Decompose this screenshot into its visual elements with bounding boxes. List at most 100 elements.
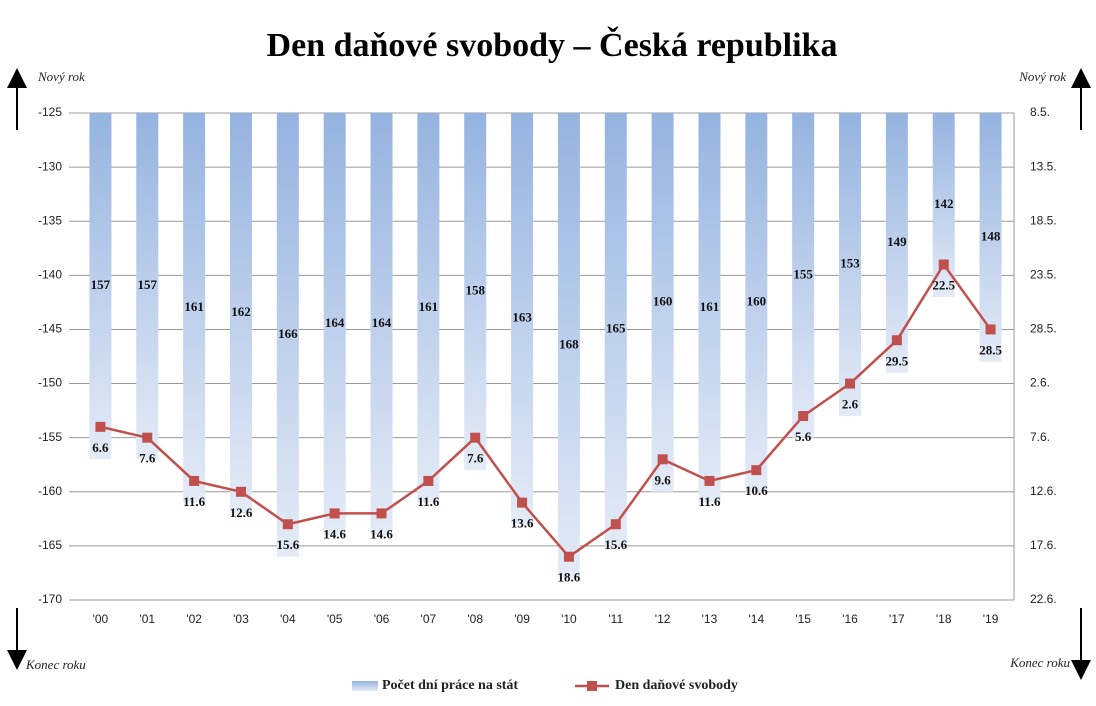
marker: [563, 551, 574, 562]
y-tick-label: -130: [38, 159, 62, 173]
marker: [95, 421, 106, 432]
bar: [511, 113, 534, 525]
data-label: 5.6: [795, 429, 812, 444]
y-tick-label: -160: [38, 484, 62, 498]
x-tick-label: '02: [186, 612, 202, 626]
data-label: 29.5: [886, 353, 909, 368]
data-label: 15.6: [604, 537, 627, 552]
data-label: 10.6: [745, 483, 768, 498]
bar: [229, 113, 252, 514]
bar: [651, 113, 674, 492]
data-label: 161: [184, 299, 204, 314]
marker: [470, 432, 481, 443]
bar: [698, 113, 721, 503]
marker: [517, 497, 528, 508]
bar: [276, 113, 299, 557]
x-tick-label: '04: [280, 612, 296, 626]
marker: [985, 324, 996, 335]
data-label: 160: [653, 293, 673, 308]
bar: [557, 113, 580, 579]
x-tick-label: '06: [374, 612, 390, 626]
axis-note: Nový rok: [37, 69, 85, 84]
x-tick-label: '00: [93, 612, 109, 626]
data-label: 9.6: [655, 472, 672, 487]
bar: [136, 113, 159, 460]
bar: [839, 113, 862, 417]
data-label: 164: [325, 315, 345, 330]
marker: [610, 519, 621, 530]
data-label: 168: [559, 337, 579, 352]
x-tick-label: '14: [749, 612, 765, 626]
x-tick-label: '07: [421, 612, 437, 626]
marker: [845, 378, 856, 389]
axis-note: Konec roku: [25, 657, 86, 672]
data-label: 148: [981, 228, 1001, 243]
bar: [979, 113, 1002, 362]
x-tick-label: '05: [327, 612, 343, 626]
axis-note: Konec roku: [1009, 655, 1070, 670]
marker: [282, 519, 293, 530]
y2-tick-label: 12.6.: [1030, 484, 1057, 498]
data-label: 161: [700, 299, 720, 314]
data-label: 7.6: [467, 451, 484, 466]
data-label: 155: [793, 266, 813, 281]
x-tick-label: '08: [467, 612, 483, 626]
marker: [189, 475, 200, 486]
data-label: 6.6: [92, 440, 109, 455]
data-label: 160: [747, 293, 767, 308]
marker: [657, 454, 668, 465]
y2-tick-label: 28.5.: [1030, 322, 1057, 336]
bar: [792, 113, 815, 438]
data-label: 164: [372, 315, 392, 330]
data-label: 162: [231, 304, 251, 319]
marker: [891, 335, 902, 346]
x-tick-label: '17: [889, 612, 905, 626]
marker: [376, 508, 387, 519]
data-label: 157: [138, 277, 158, 292]
y-tick-label: -170: [38, 592, 62, 606]
data-label: 7.6: [139, 451, 156, 466]
bar: [885, 113, 908, 373]
bar: [604, 113, 627, 546]
y-tick-label: -125: [38, 105, 62, 119]
bar: [745, 113, 768, 492]
y-tick-label: -135: [38, 213, 62, 227]
legend-swatch: [352, 681, 378, 691]
x-tick-label: '15: [795, 612, 811, 626]
data-label: 153: [840, 255, 860, 270]
x-tick-label: '09: [514, 612, 530, 626]
y2-tick-label: 22.6.: [1030, 592, 1057, 606]
marker: [142, 432, 153, 443]
data-label: 157: [91, 277, 111, 292]
data-label: 165: [606, 320, 626, 335]
legend-label: Den daňové svobody: [615, 678, 738, 693]
data-label: 11.6: [183, 494, 206, 509]
y2-tick-label: 2.6.: [1030, 376, 1050, 390]
bar: [464, 113, 487, 471]
x-tick-label: '01: [139, 612, 155, 626]
x-tick-label: '10: [561, 612, 577, 626]
x-tick-label: '03: [233, 612, 249, 626]
y2-tick-label: 13.5.: [1030, 159, 1057, 173]
data-label: 158: [465, 283, 485, 298]
y2-tick-label: 18.5.: [1030, 213, 1057, 227]
data-label: 14.6: [370, 526, 393, 541]
data-label: 11.6: [417, 494, 440, 509]
data-label: 12.6: [230, 505, 253, 520]
data-label: 149: [887, 234, 907, 249]
y2-tick-label: 23.5.: [1030, 268, 1057, 282]
x-tick-label: '18: [936, 612, 952, 626]
bar: [370, 113, 393, 536]
data-label: 28.5: [979, 342, 1002, 357]
data-label: 13.6: [511, 516, 534, 531]
y2-tick-label: 7.6.: [1030, 430, 1050, 444]
x-tick-label: '16: [842, 612, 858, 626]
x-tick-label: '19: [983, 612, 999, 626]
marker: [938, 259, 949, 270]
y2-tick-label: 8.5.: [1030, 105, 1050, 119]
y-tick-label: -155: [38, 430, 62, 444]
bar: [417, 113, 440, 503]
marker: [704, 475, 715, 486]
y-tick-label: -145: [38, 322, 62, 336]
x-tick-label: '12: [655, 612, 671, 626]
